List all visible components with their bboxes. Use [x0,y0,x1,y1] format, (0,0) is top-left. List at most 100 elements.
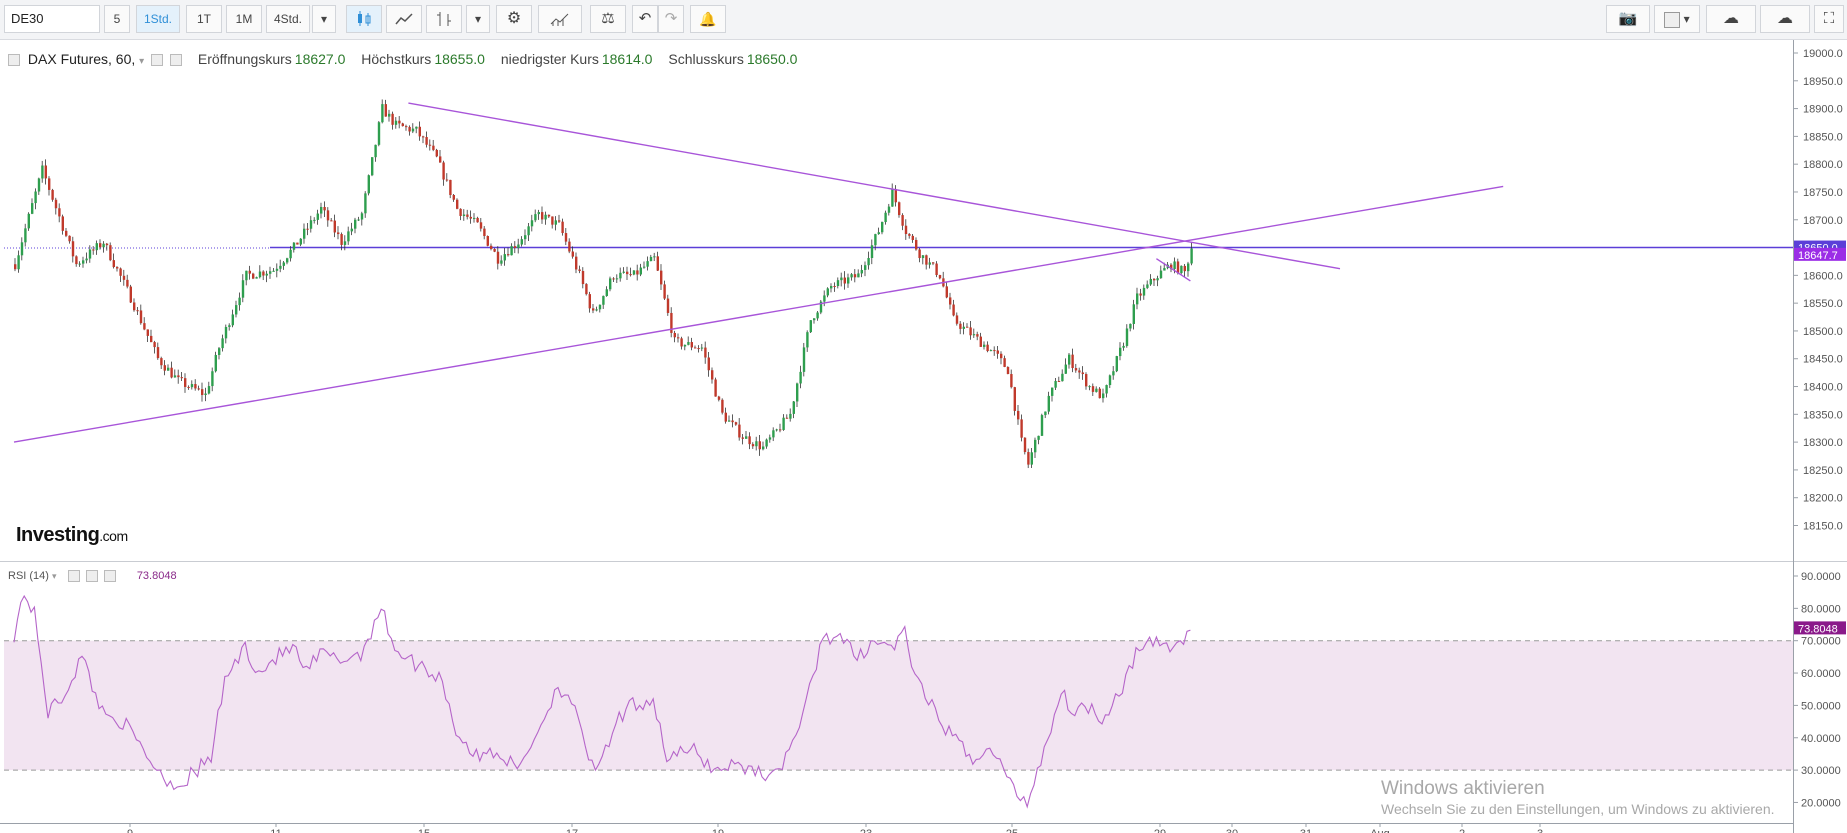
candle-body [133,302,136,311]
candle-body [190,384,194,388]
bars-icon[interactable] [426,5,462,33]
candle-body [626,271,629,275]
candle-body [874,234,877,246]
camera-icon[interactable]: 📷 [1606,5,1650,33]
price-label-text: 18647.7 [1798,250,1838,262]
redo-icon[interactable]: ↷ [658,5,684,33]
candle-body [680,338,683,347]
candle-body [265,273,268,276]
interval-dropdown-chevron-icon[interactable]: ▾ [312,5,336,33]
candle-body [683,344,687,347]
rsi-settings-icon[interactable] [85,570,98,583]
trendline [13,185,1504,443]
color-square-icon[interactable]: ▾ [1654,5,1700,33]
rsi-tick-label: 50.0000 [1801,700,1841,712]
cloud-download-icon[interactable]: ☁ [1706,5,1756,33]
candle-body [248,270,251,274]
indicators-icon[interactable] [538,5,582,33]
chart-type-dropdown-chevron-icon[interactable]: ▾ [466,5,490,33]
candle-body [670,312,673,333]
candle-body [408,126,411,132]
candle-body [479,222,483,229]
candle-body [14,264,17,270]
candle-body [167,367,170,371]
rsi-hide-icon[interactable] [67,570,80,583]
legend-settings-icon[interactable] [169,54,182,67]
candle-body [371,157,374,176]
open-value: 18627.0 [294,51,346,67]
line-chart-icon[interactable] [386,5,422,33]
candle-body [581,270,585,285]
candle-body [187,386,190,388]
candle-body [622,271,625,273]
candle-body [207,386,211,394]
candle-body [1149,278,1152,285]
candle-body [139,310,143,324]
candle-body [1040,415,1044,436]
candle-body [864,265,867,270]
candles-icon[interactable] [346,5,382,33]
candle-body [357,219,360,221]
rsi-chevron-icon[interactable]: ▾ [52,571,57,581]
settings-gear-icon[interactable]: ⚙ [496,5,532,33]
price-tick-label: 18800.0 [1803,159,1843,171]
candle-body [857,273,860,278]
candle-body [1078,370,1081,373]
candle-body [1139,293,1142,296]
candle-body [1180,265,1183,274]
candle-body [700,347,704,349]
interval-1d[interactable]: 1T [186,5,222,33]
legend-hide-icon[interactable] [151,54,164,67]
candle-body [527,226,530,236]
price-tick-label: 18750.0 [1803,187,1843,199]
price-legend: DAX Futures, 60, ▾ Eröffnungskurs 18627.0… [8,51,797,67]
candle-body [592,308,595,311]
candle-body [466,214,469,217]
candle-body [687,342,690,345]
candle-body [602,296,605,305]
candle-body [1061,373,1064,382]
candle-body [238,297,241,306]
undo-icon[interactable]: ↶ [632,5,658,33]
chart-canvas[interactable]: 18150.0 18200.0 18250.0 18300.0 18350.0 18400… [0,40,1847,833]
rsi-tick-label: 20.0000 [1801,797,1841,809]
candle-body [316,213,319,220]
rsi-close-icon[interactable] [103,570,116,583]
candle-body [1010,374,1013,388]
rsi-legend: RSI (14) ▾ 73.8048 [8,570,177,583]
candle-body [37,178,41,192]
candle-body [456,199,459,209]
candle-body [255,277,258,279]
legend-toggle-icon[interactable] [8,54,20,67]
legend-chevron-icon[interactable]: ▾ [139,56,145,67]
time-tick-label: 31 [1300,828,1312,833]
candle-body [156,347,160,359]
candle-body [109,245,112,261]
trendline [1156,258,1191,282]
candle-body [1136,293,1139,305]
candle-body [792,401,795,414]
candle-body [428,144,432,146]
symbol-input[interactable]: DE30 [4,5,100,33]
fullscreen-icon[interactable]: ⛶ [1814,5,1844,33]
compare-scale-icon[interactable]: ⚖ [590,5,626,33]
candle-body [241,280,245,298]
candle-body [68,235,71,242]
candle-body [235,305,238,315]
candle-body [653,256,656,258]
candle-body [1051,387,1054,396]
candle-body [619,272,622,279]
interval-5[interactable]: 5 [104,5,130,33]
interval-1m[interactable]: 1M [226,5,262,33]
cloud-upload-icon[interactable]: ☁ [1760,5,1810,33]
alert-bell-icon[interactable]: 🔔 [690,5,726,33]
candle-body [639,267,642,275]
candle-body [1006,366,1010,375]
candle-body [507,254,510,256]
candle-body [1112,371,1115,376]
interval-4h[interactable]: 4Std. [266,5,310,33]
interval-1h[interactable]: 1Std. [136,5,180,33]
candle-body [354,219,357,229]
candle-body [1170,264,1173,270]
candle-body [65,230,68,236]
